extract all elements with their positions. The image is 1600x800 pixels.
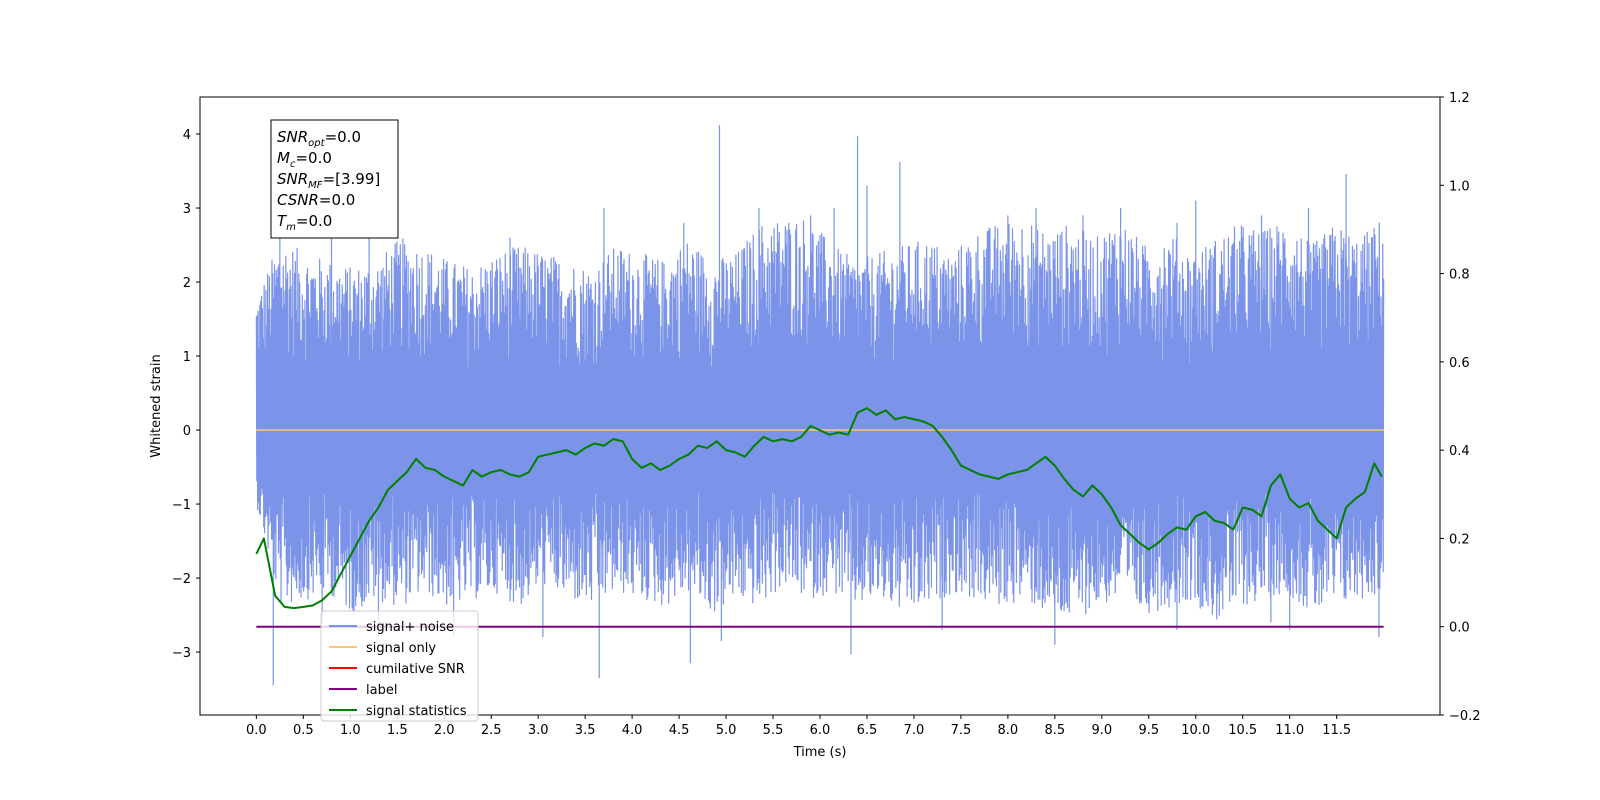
y-tick-label: 3 xyxy=(183,202,191,217)
annotation-value: =0.0 xyxy=(296,212,332,230)
x-tick-label: 1.0 xyxy=(340,723,361,738)
x-tick-label: 6.5 xyxy=(857,723,878,738)
annotation-value: =0.0 xyxy=(325,128,361,146)
x-tick-label: 8.0 xyxy=(998,723,1019,738)
y2-tick-label: 1.0 xyxy=(1449,179,1470,194)
x-tick-label: 5.5 xyxy=(763,723,784,738)
x-tick-label: 5.0 xyxy=(716,723,737,738)
y2-tick-label: 0.8 xyxy=(1449,268,1470,283)
annotation-value: =0.0 xyxy=(319,191,355,209)
annotation-line: SNRMF=[3.99] xyxy=(277,170,380,191)
y-tick-label: 4 xyxy=(183,128,191,143)
signal-noise-series xyxy=(255,125,1385,686)
x-tick-label: 8.5 xyxy=(1045,723,1066,738)
x-tick-label: 7.5 xyxy=(951,723,972,738)
x-tick-label: 3.5 xyxy=(575,723,596,738)
annotation-value: =[3.99] xyxy=(323,170,381,188)
x-tick-label: 1.5 xyxy=(387,723,408,738)
legend-frame xyxy=(320,610,479,722)
legend-entry: signal only xyxy=(366,641,436,656)
annotation-line: CSNR=0.0 xyxy=(277,191,355,209)
annotation-subscript: c xyxy=(290,159,296,170)
x-tick-label: 6.0 xyxy=(810,723,831,738)
y2-tick-label: 0.4 xyxy=(1449,444,1470,459)
signal-statistics-line xyxy=(255,407,1383,610)
x-tick-label: 9.5 xyxy=(1138,723,1159,738)
x-tick-label: 0.5 xyxy=(293,723,314,738)
x-tick-label: 2.5 xyxy=(481,723,502,738)
plot-area xyxy=(255,125,1385,686)
x-tick-label: 0.0 xyxy=(246,723,267,738)
x-axis: 0.0 0.5 1.0 1.5 2.0 2.5 3.0 3.5 4.0 4.5 5.0 5.5 6.0 6… xyxy=(246,715,1351,738)
y-tick-label: 0 xyxy=(183,424,191,439)
x-tick-label: 4.0 xyxy=(622,723,643,738)
legend-entry: signal statistics xyxy=(366,704,467,719)
annotation-symbol: T xyxy=(277,212,288,230)
x-tick-label: 10.5 xyxy=(1228,723,1257,738)
annotation-symbol: CSNR xyxy=(277,191,319,209)
annotation-subscript: MF xyxy=(308,180,323,191)
y-tick-label: −3 xyxy=(172,646,191,661)
legend: signal+ noise signal only cumilative SNR la… xyxy=(320,610,479,722)
signal-statistics-series xyxy=(255,407,1383,610)
x-tick-label: 9.0 xyxy=(1091,723,1112,738)
y2-tick-label: −0.2 xyxy=(1449,709,1481,724)
y-tick-label: −2 xyxy=(172,572,191,587)
annotation-line: Mc=0.0 xyxy=(277,149,332,170)
y2-tick-label: 1.2 xyxy=(1449,91,1470,106)
y-tick-label: −1 xyxy=(172,498,191,513)
x-tick-label: 2.0 xyxy=(434,723,455,738)
y2-tick-label: 0.0 xyxy=(1449,621,1470,636)
y-axis-right: 1.2 1.0 0.8 0.6 0.4 0.2 0.0 −0.2 xyxy=(1440,91,1481,724)
y-axis-label: Whitened strain xyxy=(149,354,164,457)
annotation-line: Tm=0.0 xyxy=(277,212,332,233)
y2-tick-label: 0.6 xyxy=(1449,356,1470,371)
legend-entry: signal+ noise xyxy=(366,620,454,635)
x-tick-label: 11.0 xyxy=(1275,723,1304,738)
y-axis-left: 4 3 2 1 0 −1 −2 −3 xyxy=(172,128,200,661)
legend-entry: label xyxy=(366,683,397,698)
annotation-subscript: opt xyxy=(308,138,325,149)
y-tick-label: 2 xyxy=(183,276,191,291)
annotation-value: =0.0 xyxy=(295,149,331,167)
y2-tick-label: 0.2 xyxy=(1449,532,1470,547)
x-tick-label: 11.5 xyxy=(1322,723,1351,738)
x-axis-label: Time (s) xyxy=(793,745,847,760)
annotation-frame xyxy=(270,119,399,239)
x-tick-label: 10.0 xyxy=(1181,723,1210,738)
signal-noise-line xyxy=(255,125,1385,686)
x-tick-label: 3.0 xyxy=(528,723,549,738)
x-tick-label: 7.0 xyxy=(904,723,925,738)
annotation-subscript: m xyxy=(286,222,296,233)
annotation-symbol: SNR xyxy=(277,170,308,188)
annotation-symbol: M xyxy=(277,149,290,167)
annotation-line: SNRopt=0.0 xyxy=(277,128,361,149)
annotation-symbol: SNR xyxy=(277,128,308,146)
annotation-box: SNRopt=0.0Mc=0.0SNRMF=[3.99]CSNR=0.0Tm=0… xyxy=(270,119,399,239)
x-tick-label: 4.5 xyxy=(669,723,690,738)
y-tick-label: 1 xyxy=(183,350,191,365)
legend-entry: cumilative SNR xyxy=(366,662,465,677)
